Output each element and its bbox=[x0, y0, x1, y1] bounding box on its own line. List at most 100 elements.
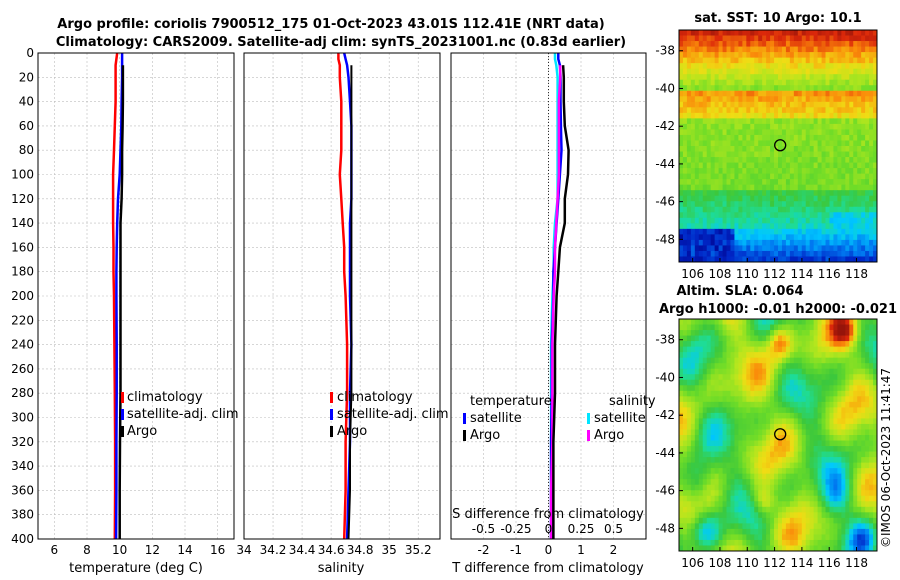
sst-map-cell bbox=[845, 239, 850, 246]
sst-map-cell bbox=[813, 234, 818, 241]
sla-map-cell bbox=[754, 512, 759, 519]
sst-map-cell bbox=[845, 52, 850, 59]
sst-map-cell bbox=[754, 151, 759, 158]
sla-map-cell bbox=[686, 451, 692, 458]
sla-map-cell bbox=[869, 534, 874, 541]
sst-map-cell bbox=[762, 30, 767, 36]
sla-map-cell bbox=[770, 451, 775, 458]
sla-map-cell bbox=[730, 423, 735, 430]
sst-map-cell bbox=[714, 30, 719, 36]
sst-map-cell bbox=[766, 79, 771, 86]
sst-map-cell bbox=[809, 168, 815, 175]
sla-map-cell bbox=[849, 501, 854, 508]
sla-map-cell bbox=[750, 523, 755, 530]
sst-map-cell bbox=[770, 217, 775, 224]
sla-map-cell bbox=[706, 473, 712, 480]
sla-map-cell bbox=[845, 412, 850, 419]
sst-map-cell bbox=[770, 90, 775, 97]
sst-map-cell bbox=[821, 239, 826, 246]
sla-map-cell bbox=[754, 374, 759, 381]
sla-map-cell bbox=[698, 479, 704, 486]
sst-map-cell bbox=[750, 250, 755, 257]
sla-map-cell bbox=[758, 401, 763, 408]
sla-map-cell bbox=[825, 401, 830, 408]
sst-map-cell bbox=[774, 68, 779, 75]
sst-map-cell bbox=[770, 234, 775, 241]
sla-map-cell bbox=[833, 451, 838, 458]
sla-map-cell bbox=[682, 330, 688, 336]
sst-map-cell bbox=[825, 250, 830, 257]
sla-map-cell bbox=[817, 534, 822, 541]
sla-map-cell bbox=[738, 363, 743, 370]
sla-map-y-tick-label: -46 bbox=[655, 484, 675, 498]
sst-map-cell bbox=[837, 41, 842, 47]
sst-map-cell bbox=[817, 234, 822, 241]
sla-map-cell bbox=[754, 457, 759, 464]
sla-map-cell bbox=[762, 517, 767, 524]
sst-map-cell bbox=[754, 107, 759, 114]
sst-map-cell bbox=[785, 79, 791, 86]
sst-map-cell bbox=[694, 112, 700, 119]
sst-map-cell bbox=[742, 85, 747, 92]
sst-map-cell bbox=[690, 184, 696, 191]
sst-map-cell bbox=[861, 74, 866, 81]
sla-map-cell bbox=[857, 379, 862, 386]
sst-map-cell bbox=[841, 184, 846, 191]
sla-map-cell bbox=[817, 363, 822, 370]
sla-map-cell bbox=[734, 490, 739, 497]
sst-map-cell bbox=[710, 256, 716, 263]
sla-map-cell bbox=[825, 379, 830, 386]
sst-map-cell bbox=[726, 134, 731, 141]
sst-map-cell bbox=[861, 162, 866, 169]
sla-map-cell bbox=[694, 407, 700, 414]
sst-map-cell bbox=[825, 112, 830, 119]
sla-map-cell bbox=[845, 401, 850, 408]
sst-map-cell bbox=[770, 107, 775, 114]
sla-map-cell bbox=[837, 534, 842, 541]
sla-map-cell bbox=[686, 412, 692, 419]
difference-legend-swatch bbox=[587, 413, 590, 424]
sla-map-cell bbox=[821, 357, 826, 364]
sst-map-cell bbox=[770, 228, 775, 235]
sla-map-cell bbox=[686, 523, 692, 530]
sla-map-cell bbox=[722, 523, 727, 530]
sla-map-cell bbox=[738, 473, 743, 480]
sla-map-cell bbox=[690, 451, 696, 458]
sla-map-cell bbox=[805, 429, 811, 436]
imos-watermark: ©IMOS 06-Oct-2023 11:41:47 bbox=[879, 368, 893, 548]
sst-map-cell bbox=[793, 101, 799, 108]
sst-map-cell bbox=[813, 57, 818, 64]
sst-map-cell bbox=[706, 151, 712, 158]
sla-map-cell bbox=[813, 374, 818, 381]
sla-map-cell bbox=[841, 473, 846, 480]
sst-map-cell bbox=[857, 245, 862, 252]
sla-map-cell bbox=[829, 379, 834, 386]
sst-map-cell bbox=[849, 107, 854, 114]
sst-map-cell bbox=[698, 129, 704, 136]
sla-map-cell bbox=[781, 412, 787, 419]
sst-map-cell bbox=[781, 228, 787, 235]
sla-map-cell bbox=[849, 324, 854, 331]
sst-map-cell bbox=[821, 195, 826, 202]
sla-map-cell bbox=[793, 451, 799, 458]
sst-map-cell bbox=[841, 217, 846, 224]
sla-map-cell bbox=[774, 517, 779, 524]
sst-map-cell bbox=[801, 228, 807, 235]
sst-map-cell bbox=[686, 151, 692, 158]
sst-map-cell bbox=[841, 118, 846, 125]
sla-map-cell bbox=[813, 319, 818, 325]
sla-map-cell bbox=[809, 423, 815, 430]
sst-map-cell bbox=[730, 57, 735, 64]
sst-map-cell bbox=[714, 223, 719, 230]
sla-map-cell bbox=[849, 468, 854, 475]
sst-map-cell bbox=[754, 179, 759, 186]
sla-map-cell bbox=[821, 473, 826, 480]
sst-map-cell bbox=[817, 57, 822, 64]
sst-map-cell bbox=[746, 146, 751, 152]
sla-map-cell bbox=[825, 435, 830, 441]
sst-map-cell bbox=[781, 129, 787, 136]
sla-map-cell bbox=[698, 523, 704, 530]
sla-map-cell bbox=[710, 473, 716, 480]
sst-map-cell bbox=[710, 223, 716, 230]
sst-map-cell bbox=[793, 74, 799, 81]
